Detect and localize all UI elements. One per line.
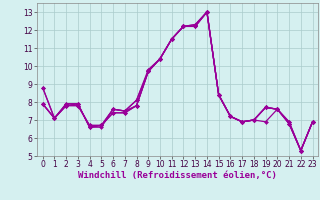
X-axis label: Windchill (Refroidissement éolien,°C): Windchill (Refroidissement éolien,°C) [78, 171, 277, 180]
